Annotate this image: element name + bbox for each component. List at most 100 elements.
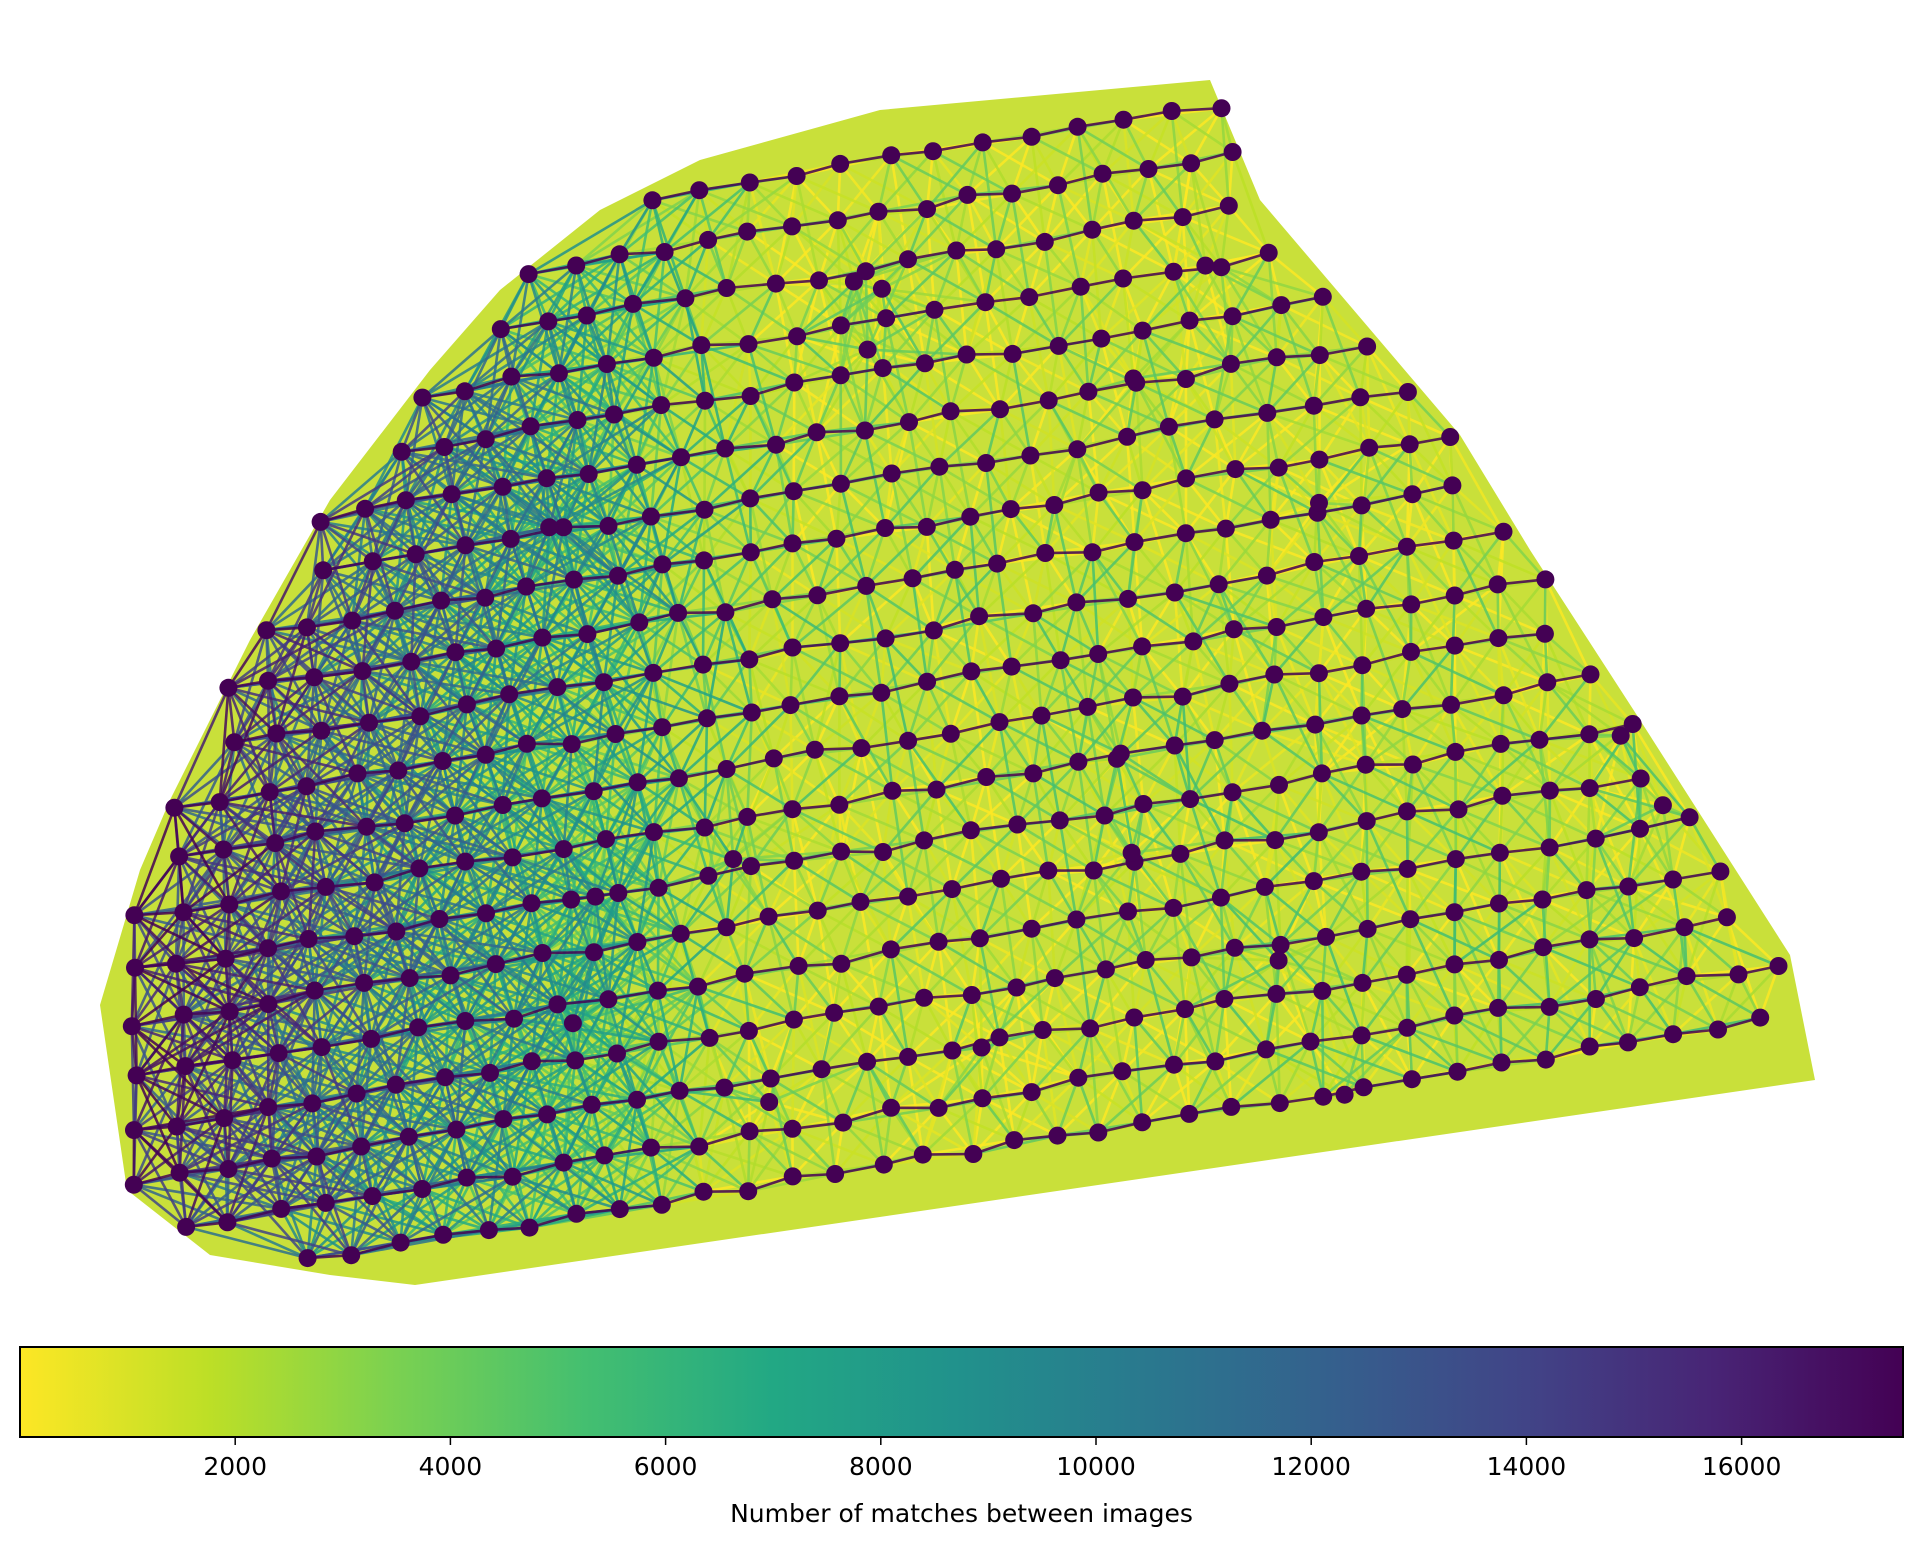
graph-edge [744,972,835,1014]
graph-edge [877,211,884,289]
graph-edge [938,465,1012,511]
graph-edge [1359,396,1411,446]
graph-edge [792,860,819,912]
graph-edge [838,695,909,742]
graph-edge [1079,285,1144,332]
graph-edge [791,1068,823,1130]
graph-edge [1041,968,1107,1031]
graph-edge [979,937,1056,980]
graph-edge [1360,714,1414,766]
graph-edge [796,335,868,351]
graph-edge [775,443,842,485]
graph-edge [1122,277,1191,322]
graph-edge [965,296,1031,356]
graph-edge [1497,1007,1547,1061]
graph-edge [1092,870,1108,970]
graph-edge [793,381,866,432]
graph-edge [1076,449,1094,553]
graph-edge [1141,645,1230,685]
graph-edge [1453,539,1546,581]
graph-edge [937,877,1002,943]
graph-edge [1543,579,1547,634]
graph-edge [698,1145,794,1178]
graph-edge [1189,729,1263,801]
graph-edge [1220,205,1231,268]
graph-edge [954,568,1034,615]
graph-edge [1056,1070,1124,1137]
graph-edge [1365,763,1414,822]
graph-edge [953,516,972,571]
graph-edge [1273,673,1324,774]
graph-edge [1688,816,1722,873]
graph-edge [1047,345,1060,401]
graph-edge [746,815,842,853]
graph-edge [1217,518,1272,586]
graph-edge [925,681,952,735]
graph-edge [1360,504,1408,548]
graph-edge [839,288,884,376]
graph-edge [1401,708,1457,753]
graph-edge [1075,602,1089,708]
graph-edge [1541,898,1591,941]
graph-edge [774,283,796,383]
graph-edge [1411,763,1460,811]
graph-edge [1588,938,1630,1043]
graph-edge [1309,1040,1346,1096]
graph-edge [978,552,1047,618]
graph-edge [864,208,928,273]
graph-edge [1280,943,1364,985]
graph-edge [922,997,954,1052]
graph-edge [793,381,818,433]
graph-edge [1358,493,1414,557]
graph-edge [748,1078,772,1132]
graph-edge [749,181,839,222]
graph-edge [985,721,1001,778]
graph-edge [1057,277,1125,347]
graph-edge [708,1037,771,1103]
graph-edge [774,219,839,285]
graph-edge [981,142,998,250]
graph-edge [636,1098,700,1148]
graph-edge [791,225,855,283]
graph-edge [1594,837,1630,888]
graph-edge [770,1077,844,1124]
graph-edge [1503,694,1590,736]
graph-edge [1453,594,1500,640]
graph-edge [707,174,798,241]
graph-edge [980,1047,1016,1141]
graph-edge [820,1012,836,1070]
graph-edge [926,141,984,210]
graph-edge [661,563,727,614]
graph-edge [725,865,753,928]
graph-edge [1091,229,1125,280]
graph-edge [839,642,883,694]
graph-edge [618,1147,653,1210]
graph-edge [1057,118,1125,187]
graph-edge [1672,973,1740,1036]
graph-edge [1233,628,1320,675]
graph-edge [955,249,987,303]
graph-edge [1412,763,1503,798]
graph-edge [749,394,818,434]
graph-edge [1105,906,1175,971]
graph-edge [1092,869,1147,961]
graph-edge [1029,454,1100,494]
graph-edge [1631,723,1691,818]
graph-edge [1031,135,1104,175]
graph-edge [1453,902,1501,966]
graph-edge [1141,329,1187,380]
graph-edge [1312,880,1369,930]
graph-edge [575,189,700,267]
graph-edge [1142,739,1216,805]
graph-edge [1122,119,1150,170]
graph-edge [1132,319,1191,380]
graph-edge [1043,184,1060,243]
graph-edge [860,746,938,791]
graph-edge [908,353,968,423]
graph-edge [1147,168,1184,218]
graph-edge [840,962,925,1000]
graph-edge [816,851,884,912]
graph-edge [999,345,1060,411]
graph-edge [1280,304,1321,356]
graph-edge [769,1011,836,1080]
